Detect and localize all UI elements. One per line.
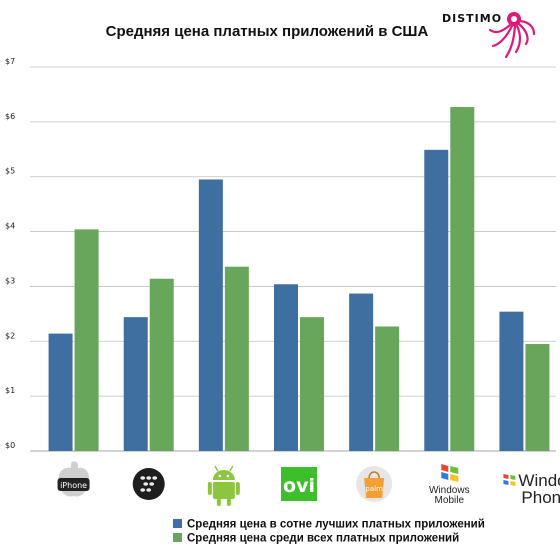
brand-logo: DISTIMO xyxy=(442,12,536,59)
bar xyxy=(198,179,223,451)
bar xyxy=(224,266,249,451)
nokia-ovi-logo-icon: ovi xyxy=(281,467,317,501)
windows-phone-logo-icon: WindowsPhone xyxy=(503,471,560,507)
bar xyxy=(424,149,449,451)
bar xyxy=(349,293,374,451)
y-tick-label: $3 xyxy=(5,276,15,285)
legend-label-series-2: Средняя цена среди всех платных приложен… xyxy=(187,533,459,545)
bar xyxy=(274,284,298,451)
y-tick-label: $0 xyxy=(5,441,15,450)
y-tick-label: $4 xyxy=(5,222,15,231)
bar xyxy=(300,317,324,451)
y-tick-label: $7 xyxy=(5,57,15,66)
category-label: Phone xyxy=(521,488,560,507)
y-tick-label: $5 xyxy=(5,167,15,176)
bar xyxy=(375,326,400,451)
legend-swatch-series-1 xyxy=(173,519,182,528)
bars xyxy=(48,107,550,451)
bar xyxy=(48,333,73,451)
category-label: iPhone xyxy=(60,481,87,490)
category-label: Windows xyxy=(429,485,470,496)
y-axis-ticks: $0 $1 $2 $3 $4 $5 $6 $7 xyxy=(5,57,15,450)
legend: Средняя цена в сотне лучших платных прил… xyxy=(173,519,485,545)
brand-name: DISTIMO xyxy=(442,12,502,25)
category-label: ovi xyxy=(283,475,315,497)
blackberry-logo-icon xyxy=(132,468,165,500)
bar xyxy=(499,311,524,451)
palm-logo-icon: palm xyxy=(356,466,393,502)
bar xyxy=(149,278,174,451)
category-label: Windows xyxy=(518,471,560,490)
android-logo-icon xyxy=(207,465,240,506)
y-tick-label: $6 xyxy=(5,112,15,121)
bar xyxy=(123,317,148,451)
legend-swatch-series-2 xyxy=(173,533,182,542)
category-label: Mobile xyxy=(435,495,465,506)
bar xyxy=(525,344,550,451)
chart-title: Средняя цена платных приложений в США xyxy=(106,23,429,40)
category-label: palm xyxy=(365,485,383,493)
legend-label-series-1: Средняя цена в сотне лучших платных прил… xyxy=(187,519,485,531)
octopus-logo-icon xyxy=(488,12,536,59)
bar xyxy=(450,107,475,451)
category-icons: iPhoneovipalmWindowsMobileWindowsPhone xyxy=(57,461,560,507)
y-tick-label: $2 xyxy=(5,331,15,340)
bar xyxy=(74,229,99,451)
apple-iphone-logo-icon: iPhone xyxy=(57,461,90,497)
y-tick-label: $1 xyxy=(5,386,15,395)
